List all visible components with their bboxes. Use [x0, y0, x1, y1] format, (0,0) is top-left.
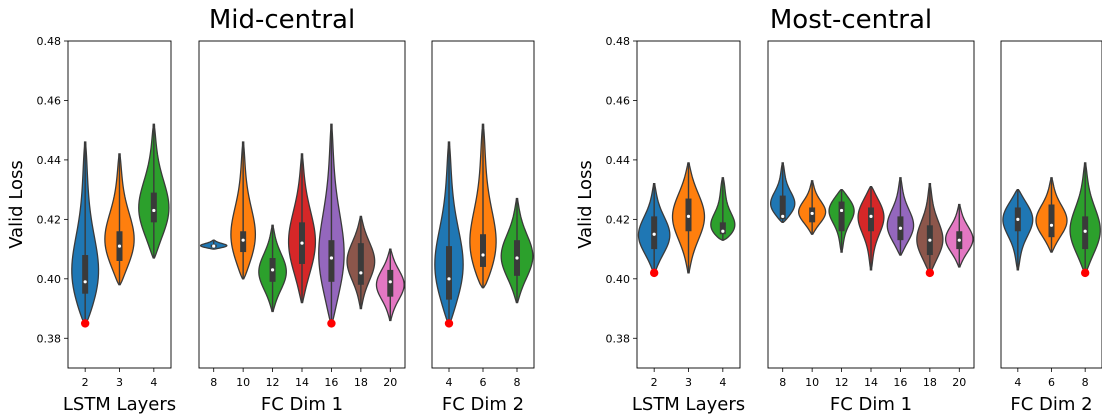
x-tick-label: 8: [210, 376, 217, 389]
violin-median-dot: [898, 226, 903, 230]
violin-median-dot: [957, 238, 961, 242]
x-tick-label: 6: [1048, 376, 1055, 389]
x-axis-label: FC Dim 2: [1010, 394, 1092, 414]
chart-title: Most-central: [770, 5, 932, 35]
violin-median-dot: [270, 268, 275, 272]
x-tick-label: 8: [1082, 376, 1089, 389]
y-tick-label: 0.46: [606, 94, 631, 107]
x-tick-label: 20: [952, 376, 966, 389]
x-tick-label: 18: [923, 376, 937, 389]
violin-median-dot: [117, 244, 122, 248]
violin-iqr-box: [480, 234, 486, 267]
y-tick-label: 0.42: [37, 213, 62, 226]
violin-iqr-box: [82, 255, 89, 294]
violin-median-dot: [212, 244, 216, 248]
y-axis-label: Valid Loss: [6, 160, 27, 249]
x-tick-label: 4: [446, 376, 453, 389]
y-tick-label: 0.40: [37, 273, 62, 286]
violin-median-dot: [83, 280, 87, 284]
violin-median-dot: [928, 238, 932, 242]
x-tick-label: 10: [236, 376, 250, 389]
x-axis-label: FC Dim 1: [261, 394, 343, 414]
x-tick-label: 8: [779, 376, 786, 389]
violin-median-dot: [1049, 223, 1054, 227]
x-tick-label: 4: [150, 376, 157, 389]
minimum-loss-marker: [444, 319, 454, 328]
violin-iqr-box: [719, 222, 726, 235]
violin-median-dot: [869, 214, 873, 218]
violin-median-dot: [359, 271, 363, 275]
violin-median-dot: [781, 214, 785, 218]
x-tick-label: 6: [480, 376, 487, 389]
y-tick-label: 0.48: [606, 35, 631, 48]
violin-median-dot: [1083, 229, 1087, 233]
x-axis-label: LSTM Layers: [63, 394, 176, 414]
violin-iqr-box: [1048, 204, 1055, 238]
violin-median-dot: [329, 256, 334, 260]
x-tick-label: 20: [383, 376, 397, 389]
x-tick-label: 12: [835, 376, 849, 389]
violin-iqr-box: [446, 246, 452, 300]
violin-median-dot: [515, 256, 519, 260]
y-tick-label: 0.44: [37, 154, 62, 167]
violin-median-dot: [839, 208, 844, 213]
violin-iqr-box: [150, 192, 157, 223]
violin-iqr-box: [779, 195, 786, 220]
x-tick-label: 4: [1014, 376, 1021, 389]
violin-iqr-box: [328, 240, 335, 282]
x-tick-label: 4: [719, 376, 726, 389]
minimum-loss-marker: [80, 319, 90, 328]
x-tick-label: 14: [295, 376, 309, 389]
x-tick-label: 18: [354, 376, 368, 389]
y-tick-label: 0.48: [37, 35, 62, 48]
y-tick-label: 0.38: [37, 332, 62, 345]
y-tick-label: 0.46: [37, 94, 62, 107]
x-axis-label: FC Dim 1: [830, 394, 912, 414]
y-tick-label: 0.42: [606, 213, 631, 226]
minimum-loss-marker: [649, 268, 659, 278]
violin-iqr-box: [868, 207, 874, 232]
minimum-loss-marker: [925, 268, 935, 278]
violin-median-dot: [152, 208, 156, 213]
chart-title: Mid-central: [209, 5, 355, 35]
violin-median-dot: [652, 232, 656, 236]
violin-median-dot: [241, 238, 245, 242]
minimum-loss-marker: [327, 319, 336, 328]
violin-median-dot: [686, 214, 691, 218]
violin-median-dot: [810, 211, 814, 216]
violin-median-dot: [481, 253, 485, 257]
violin-iqr-box: [838, 201, 845, 232]
x-tick-label: 14: [864, 376, 878, 389]
x-tick-label: 10: [805, 376, 819, 389]
y-axis-label: Valid Loss: [575, 160, 596, 249]
x-tick-label: 8: [514, 376, 521, 389]
y-tick-label: 0.40: [606, 273, 631, 286]
x-tick-label: 2: [82, 376, 89, 389]
x-tick-label: 12: [266, 376, 280, 389]
violin-median-dot: [388, 280, 392, 284]
y-tick-label: 0.38: [606, 332, 631, 345]
violin-median-dot: [447, 277, 451, 281]
violin-median-dot: [300, 241, 304, 245]
violin-median-dot: [1016, 217, 1020, 221]
x-tick-label: 2: [651, 376, 658, 389]
x-tick-label: 3: [685, 376, 692, 389]
violin-median-dot: [721, 229, 725, 233]
x-axis-label: FC Dim 2: [442, 394, 524, 414]
violin-iqr-box: [357, 243, 364, 285]
x-tick-label: 16: [893, 376, 907, 389]
x-tick-label: 3: [116, 376, 123, 389]
minimum-loss-marker: [1080, 268, 1090, 278]
x-axis-label: LSTM Layers: [632, 394, 745, 414]
y-tick-label: 0.44: [606, 154, 631, 167]
x-tick-label: 16: [324, 376, 338, 389]
